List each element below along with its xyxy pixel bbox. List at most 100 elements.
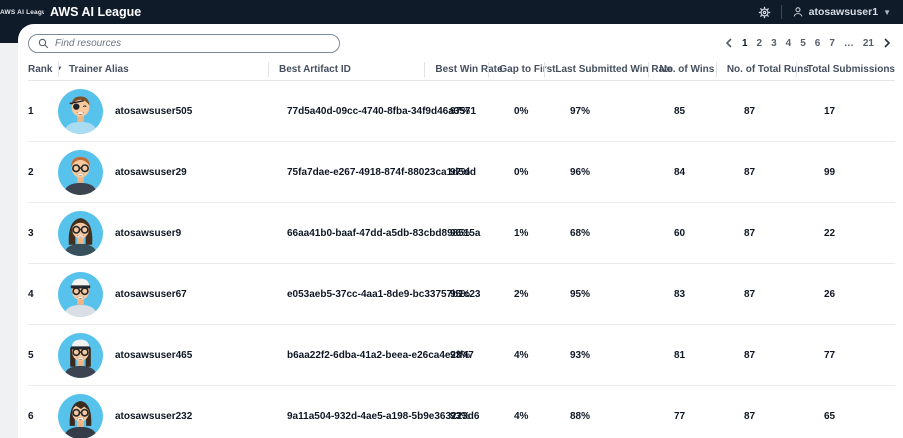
trainer-alias: atosawsuser232	[115, 410, 193, 422]
total-runs-cell: 87	[744, 227, 756, 239]
column-label: Rank	[28, 63, 53, 75]
rank-cell: 1	[28, 105, 34, 117]
table-row: 2 atosawsuser29 75fa7	[28, 142, 895, 203]
page-button-6[interactable]: 6	[814, 37, 821, 49]
submissions-cell: 22	[824, 227, 836, 239]
wins-cell: 83	[674, 288, 686, 300]
page-button-7[interactable]: 7	[829, 37, 835, 49]
app-title: AWS AI League	[50, 5, 142, 19]
search-icon	[38, 38, 49, 48]
best-win-rate-cell: 97%	[450, 105, 471, 117]
table-toolbar: 1 2 3 4 5 6 7 … 21	[28, 31, 895, 55]
settings-gear-icon[interactable]	[758, 6, 771, 19]
best-win-rate-cell: 93%	[450, 349, 471, 361]
last-win-rate-cell: 97%	[570, 105, 591, 117]
total-runs-cell: 87	[744, 105, 756, 117]
trainer-alias-cell: atosawsuser9	[58, 210, 277, 256]
artifact-id-cell: 75fa7dae-e267-4918-874f-88023ca1d5dd	[287, 166, 477, 178]
page-ellipsis: …	[843, 37, 854, 49]
rank-cell: 4	[28, 288, 34, 300]
person-icon	[793, 7, 802, 17]
best-win-rate-cell: 93%	[450, 410, 471, 422]
column-header-last-submitted-win-rate: Last Submitted Win Rate	[544, 61, 673, 77]
total-runs-cell: 87	[744, 410, 756, 422]
nav-divider	[780, 5, 782, 19]
avatar	[58, 149, 103, 195]
page-button-3[interactable]: 3	[771, 37, 777, 49]
avatar-alias: atosawsuser67	[58, 271, 277, 317]
column-header-total-submissions: Total Submissions	[795, 61, 895, 77]
artifact-id-cell: e053aeb5-37cc-4aa1-8de9-bc33757b1c23	[287, 288, 481, 300]
avatar	[58, 210, 103, 256]
gap-to-first-cell: 0%	[514, 105, 529, 117]
column-header-rank[interactable]: Rank ▼	[28, 62, 62, 77]
table-row: 3 atosawsuser9	[28, 203, 895, 264]
next-page-icon[interactable]	[883, 38, 891, 48]
page-button-4[interactable]: 4	[785, 37, 792, 49]
avatar	[58, 271, 103, 317]
column-header-gap-to-first: Gap to First	[488, 61, 556, 77]
submissions-cell: 17	[824, 105, 836, 117]
gap-to-first-cell: 4%	[514, 349, 529, 361]
wins-cell: 81	[674, 349, 686, 361]
table-row: 6 atosawsuser232	[28, 386, 895, 438]
trainer-alias: atosawsuser465	[115, 349, 193, 361]
user-menu[interactable]: atosawsuser1 ▼	[792, 6, 891, 18]
best-win-rate-cell: 95%	[450, 288, 471, 300]
last-win-rate-cell: 95%	[570, 288, 591, 300]
artifact-id-cell: b6aa22f2-6dba-41a2-beea-e26ca4e2ff47	[287, 349, 474, 361]
submissions-cell: 99	[824, 166, 836, 178]
search-box[interactable]	[28, 33, 340, 53]
avatar	[58, 393, 103, 438]
avatar	[58, 332, 103, 378]
wins-cell: 77	[674, 410, 686, 422]
page-button-1[interactable]: 1	[741, 37, 748, 49]
page-button-2[interactable]: 2	[756, 37, 763, 49]
artifact-id-cell: 77d5a40d-09cc-4740-8fba-34f9d46a3571	[287, 105, 477, 117]
wins-cell: 60	[674, 227, 686, 239]
trainer-alias: atosawsuser29	[115, 166, 187, 178]
artifact-id-cell: 9a11a504-932d-4ae5-a198-5b9e363223d6	[287, 410, 480, 422]
prev-page-icon[interactable]	[725, 38, 733, 48]
total-runs-cell: 87	[744, 166, 756, 178]
submissions-cell: 65	[824, 410, 836, 422]
caret-down-icon: ▼	[883, 8, 891, 17]
trainer-alias: atosawsuser505	[115, 105, 193, 117]
best-win-rate-cell: 97%	[450, 166, 471, 178]
trainer-alias-cell: atosawsuser505	[58, 88, 277, 134]
user-name: atosawsuser1	[808, 6, 879, 18]
nav-right: atosawsuser1 ▼	[758, 5, 903, 19]
last-win-rate-cell: 88%	[570, 410, 591, 422]
nav-logo[interactable]: AWS AI League	[0, 8, 44, 16]
page-button-5[interactable]: 5	[800, 37, 806, 49]
page-button-21[interactable]: 21	[862, 37, 874, 49]
last-win-rate-cell: 93%	[570, 349, 591, 361]
submissions-cell: 26	[824, 288, 836, 300]
table-header-row: Rank ▼ Trainer Alias Best Artifact ID Be…	[28, 58, 895, 81]
search-input[interactable]	[55, 37, 330, 49]
leaderboard-card: 1 2 3 4 5 6 7 … 21 Rank ▼ Trainer Alias …	[18, 24, 903, 438]
column-header-no-of-total-runs: No. of Total Runs	[715, 61, 809, 77]
trainer-alias: atosawsuser9	[115, 227, 182, 239]
total-runs-cell: 87	[744, 349, 756, 361]
gap-to-first-cell: 0%	[514, 166, 529, 178]
table-row: 1 atosawsuser505 77d5a40d-09cc-4740-8fba…	[28, 81, 895, 142]
table-row: 5 atosaw	[28, 325, 895, 386]
pagination: 1 2 3 4 5 6 7 … 21	[725, 38, 895, 49]
gap-to-first-cell: 4%	[514, 410, 529, 422]
table-row: 4 atosawsuser67	[28, 264, 895, 325]
trainer-alias-cell: atosawsuser232	[58, 393, 277, 438]
trainer-alias: atosawsuser67	[115, 288, 187, 300]
column-header-no-of-wins: No. of Wins	[648, 61, 715, 77]
avatar	[58, 88, 103, 134]
total-runs-cell: 87	[744, 288, 756, 300]
column-header-best-artifact-id: Best Artifact ID	[267, 61, 424, 77]
column-header-best-win-rate: Best Win Rate	[424, 61, 503, 77]
artifact-id-cell: 66aa41b0-baaf-47dd-a5db-83cbd898515a	[287, 227, 481, 239]
last-win-rate-cell: 96%	[570, 166, 591, 178]
wins-cell: 84	[674, 166, 686, 178]
rank-cell: 2	[28, 166, 34, 178]
best-win-rate-cell: 96%	[450, 227, 471, 239]
sort-desc-icon: ▼	[56, 66, 63, 72]
trainer-alias-cell: atosawsuser465	[58, 332, 277, 378]
